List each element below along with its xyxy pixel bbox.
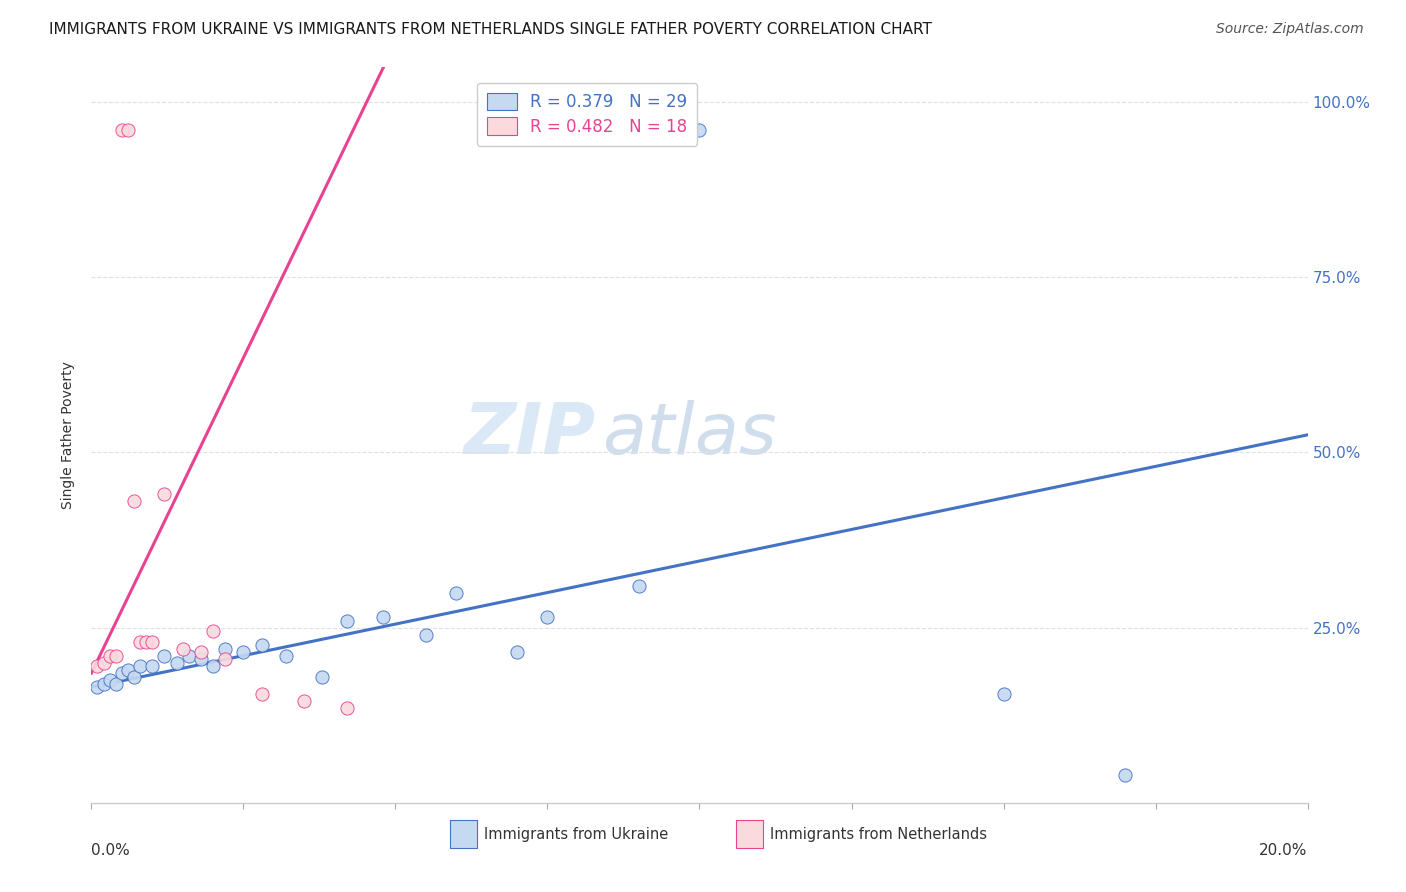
Point bbox=[129, 634, 152, 648]
Text: Immigrants from Ukraine: Immigrants from Ukraine bbox=[484, 827, 668, 842]
Point bbox=[93, 676, 115, 690]
Point bbox=[993, 687, 1015, 701]
Point bbox=[153, 648, 176, 663]
Bar bbox=[450, 821, 477, 848]
Point bbox=[250, 638, 273, 652]
Point bbox=[177, 648, 200, 663]
Bar bbox=[735, 821, 762, 848]
Point bbox=[415, 627, 437, 641]
Point bbox=[311, 670, 333, 684]
Text: IMMIGRANTS FROM UKRAINE VS IMMIGRANTS FROM NETHERLANDS SINGLE FATHER POVERTY COR: IMMIGRANTS FROM UKRAINE VS IMMIGRANTS FR… bbox=[49, 22, 932, 37]
Point bbox=[122, 494, 145, 508]
Point bbox=[336, 701, 359, 715]
Point bbox=[214, 641, 236, 656]
Point bbox=[117, 663, 139, 677]
Point bbox=[153, 487, 176, 501]
Point bbox=[190, 652, 212, 666]
Point bbox=[117, 123, 139, 137]
Point bbox=[104, 676, 127, 690]
Point bbox=[202, 659, 225, 673]
Text: Immigrants from Netherlands: Immigrants from Netherlands bbox=[770, 827, 987, 842]
Point bbox=[202, 624, 225, 639]
Point bbox=[373, 610, 395, 624]
Legend: R = 0.379   N = 29, R = 0.482   N = 18: R = 0.379 N = 29, R = 0.482 N = 18 bbox=[477, 83, 697, 145]
Text: ZIP: ZIP bbox=[464, 401, 596, 469]
Point bbox=[250, 687, 273, 701]
Point bbox=[232, 645, 254, 659]
Point bbox=[98, 648, 121, 663]
Point bbox=[1114, 768, 1136, 782]
Point bbox=[93, 656, 115, 670]
Point bbox=[141, 659, 163, 673]
Text: atlas: atlas bbox=[602, 401, 776, 469]
Point bbox=[444, 585, 467, 599]
Point bbox=[135, 634, 157, 648]
Point bbox=[274, 648, 297, 663]
Point bbox=[111, 666, 134, 681]
Point bbox=[129, 659, 152, 673]
Point bbox=[141, 634, 163, 648]
Text: 20.0%: 20.0% bbox=[1260, 843, 1308, 858]
Point bbox=[506, 645, 529, 659]
Text: Source: ZipAtlas.com: Source: ZipAtlas.com bbox=[1216, 22, 1364, 37]
Point bbox=[86, 659, 108, 673]
Point bbox=[190, 645, 212, 659]
Point bbox=[122, 670, 145, 684]
Point bbox=[98, 673, 121, 688]
Point bbox=[166, 656, 188, 670]
Point bbox=[172, 641, 194, 656]
Point bbox=[214, 652, 236, 666]
Text: 0.0%: 0.0% bbox=[91, 843, 131, 858]
Point bbox=[688, 123, 710, 137]
Point bbox=[111, 123, 134, 137]
Point bbox=[292, 694, 315, 708]
Point bbox=[86, 680, 108, 694]
Y-axis label: Single Father Poverty: Single Father Poverty bbox=[62, 361, 76, 508]
Point bbox=[536, 610, 558, 624]
Point bbox=[336, 614, 359, 628]
Point bbox=[104, 648, 127, 663]
Point bbox=[627, 578, 650, 592]
